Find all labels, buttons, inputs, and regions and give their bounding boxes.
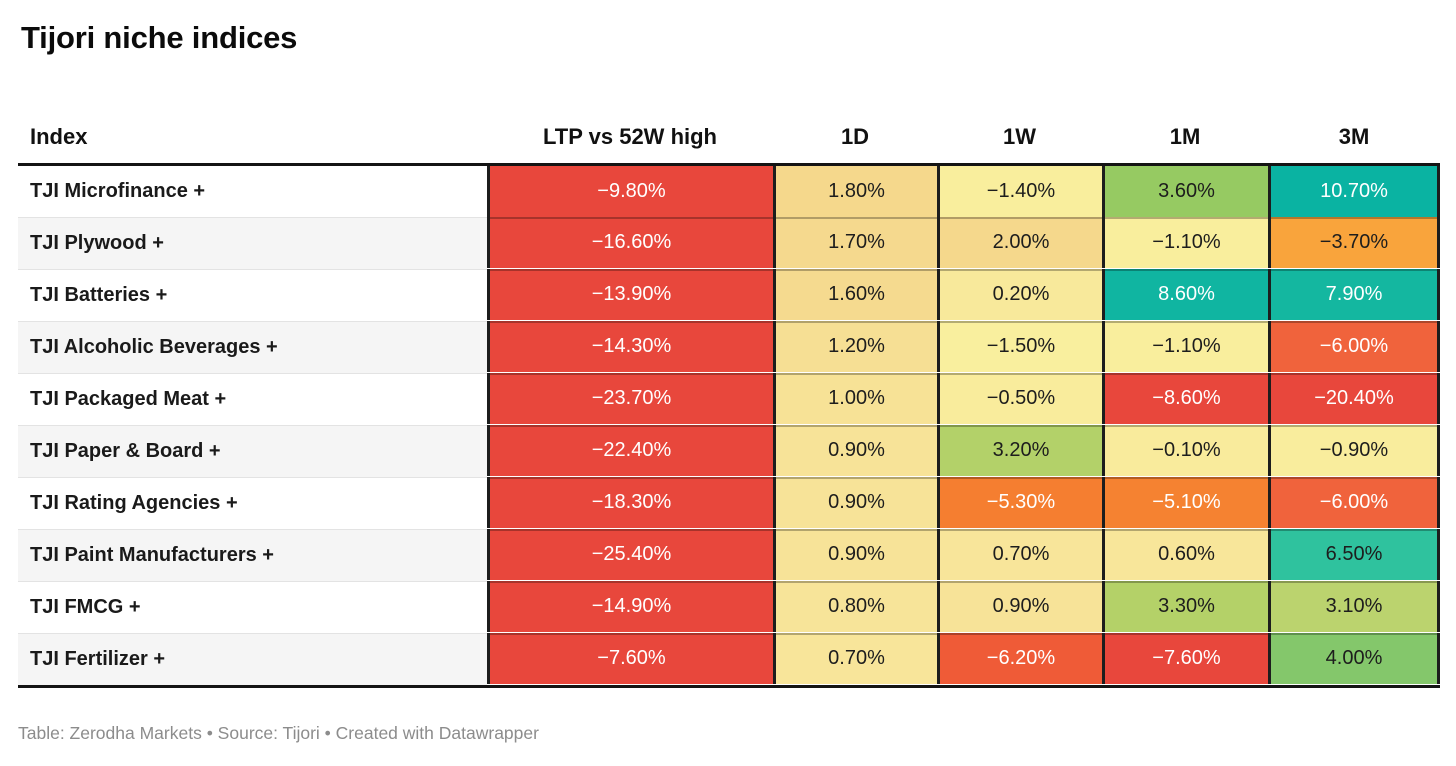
heat-cell: −1.10% [1102, 321, 1268, 372]
heat-cell: −0.50% [937, 373, 1102, 424]
heat-cell: −3.70% [1268, 217, 1440, 268]
heat-cell: −6.00% [1268, 477, 1440, 528]
row-label[interactable]: TJI Paint Manufacturers + [18, 529, 487, 581]
indices-table: Index LTP vs 52W high 1D 1W 1M 3M TJI Microfi… [18, 110, 1440, 688]
heat-cell: −6.00% [1268, 321, 1440, 372]
heat-cell: −18.30% [487, 477, 773, 528]
heat-cell: −23.70% [487, 373, 773, 424]
heat-cell: −25.40% [487, 529, 773, 580]
row-label[interactable]: TJI Batteries + [18, 269, 487, 321]
heat-cell: −14.90% [487, 581, 773, 632]
heat-cell: 0.60% [1102, 529, 1268, 580]
heat-cell: −13.90% [487, 269, 773, 320]
heat-cell: 1.00% [773, 373, 937, 424]
heat-cell: 1.70% [773, 217, 937, 268]
heat-cell: −0.10% [1102, 425, 1268, 476]
column-header-1m: 1M [1169, 124, 1201, 149]
heat-cell: −0.90% [1268, 425, 1440, 476]
heat-cell: 8.60% [1102, 269, 1268, 320]
heat-cell: 0.90% [773, 529, 937, 580]
heat-cell: 3.20% [937, 425, 1102, 476]
column-header-ltp-vs-52w-high: LTP vs 52W high [543, 124, 717, 149]
row-label[interactable]: TJI Rating Agencies + [18, 477, 487, 529]
heat-cell: 4.00% [1268, 633, 1440, 684]
heat-cell: 3.30% [1102, 581, 1268, 632]
heat-cell: 0.90% [937, 581, 1102, 632]
heat-cell: −6.20% [937, 633, 1102, 684]
heat-cell: 0.20% [937, 269, 1102, 320]
column-header-3m: 3M [1338, 124, 1370, 149]
heat-cell: 3.10% [1268, 581, 1440, 632]
heat-cell: −1.40% [937, 166, 1102, 217]
row-label[interactable]: TJI Microfinance + [18, 166, 487, 217]
heat-cell: −16.60% [487, 217, 773, 268]
heat-cell: 10.70% [1268, 166, 1440, 217]
heat-cell: 0.70% [773, 633, 937, 684]
heat-cell: 0.90% [773, 477, 937, 528]
heat-cell: −1.10% [1102, 217, 1268, 268]
heat-cell: −1.50% [937, 321, 1102, 372]
heat-cell: 0.90% [773, 425, 937, 476]
row-label[interactable]: TJI Alcoholic Beverages + [18, 321, 487, 373]
row-label[interactable]: TJI Packaged Meat + [18, 373, 487, 425]
heat-cell: 0.80% [773, 581, 937, 632]
heat-cell: 1.80% [773, 166, 937, 217]
heat-cell: −7.60% [487, 633, 773, 684]
header-row: Index LTP vs 52W high 1D 1W 1M 3M [18, 110, 1440, 166]
table-body: TJI Microfinance + −9.80% 1.80% −1.40% 3.60%… [18, 166, 1440, 688]
row-label[interactable]: TJI Plywood + [18, 217, 487, 269]
heat-cell: 1.20% [773, 321, 937, 372]
column-header-1w: 1W [1003, 124, 1036, 149]
page-title: Tijori niche indices [21, 20, 298, 55]
heat-cell: 3.60% [1102, 166, 1268, 217]
attribution-footer: Table: Zerodha Markets • Source: Tijori … [18, 723, 539, 743]
heat-cell: −7.60% [1102, 633, 1268, 684]
heat-cell: −8.60% [1102, 373, 1268, 424]
heat-cell: −5.10% [1102, 477, 1268, 528]
heat-cell: 6.50% [1268, 529, 1440, 580]
heat-cell: −14.30% [487, 321, 773, 372]
heat-cell: −5.30% [937, 477, 1102, 528]
heat-cell: 2.00% [937, 217, 1102, 268]
heat-cell: 7.90% [1268, 269, 1440, 320]
heat-cell: −22.40% [487, 425, 773, 476]
row-label[interactable]: TJI Paper & Board + [18, 425, 487, 477]
column-header-1d: 1D [840, 124, 870, 149]
row-label[interactable]: TJI Fertilizer + [18, 633, 487, 685]
heat-cell: −9.80% [487, 166, 773, 217]
heat-cell: −20.40% [1268, 373, 1440, 424]
row-label[interactable]: TJI FMCG + [18, 581, 487, 633]
heat-cell: 1.60% [773, 269, 937, 320]
column-header-index: Index [30, 124, 88, 149]
heat-cell: 0.70% [937, 529, 1102, 580]
